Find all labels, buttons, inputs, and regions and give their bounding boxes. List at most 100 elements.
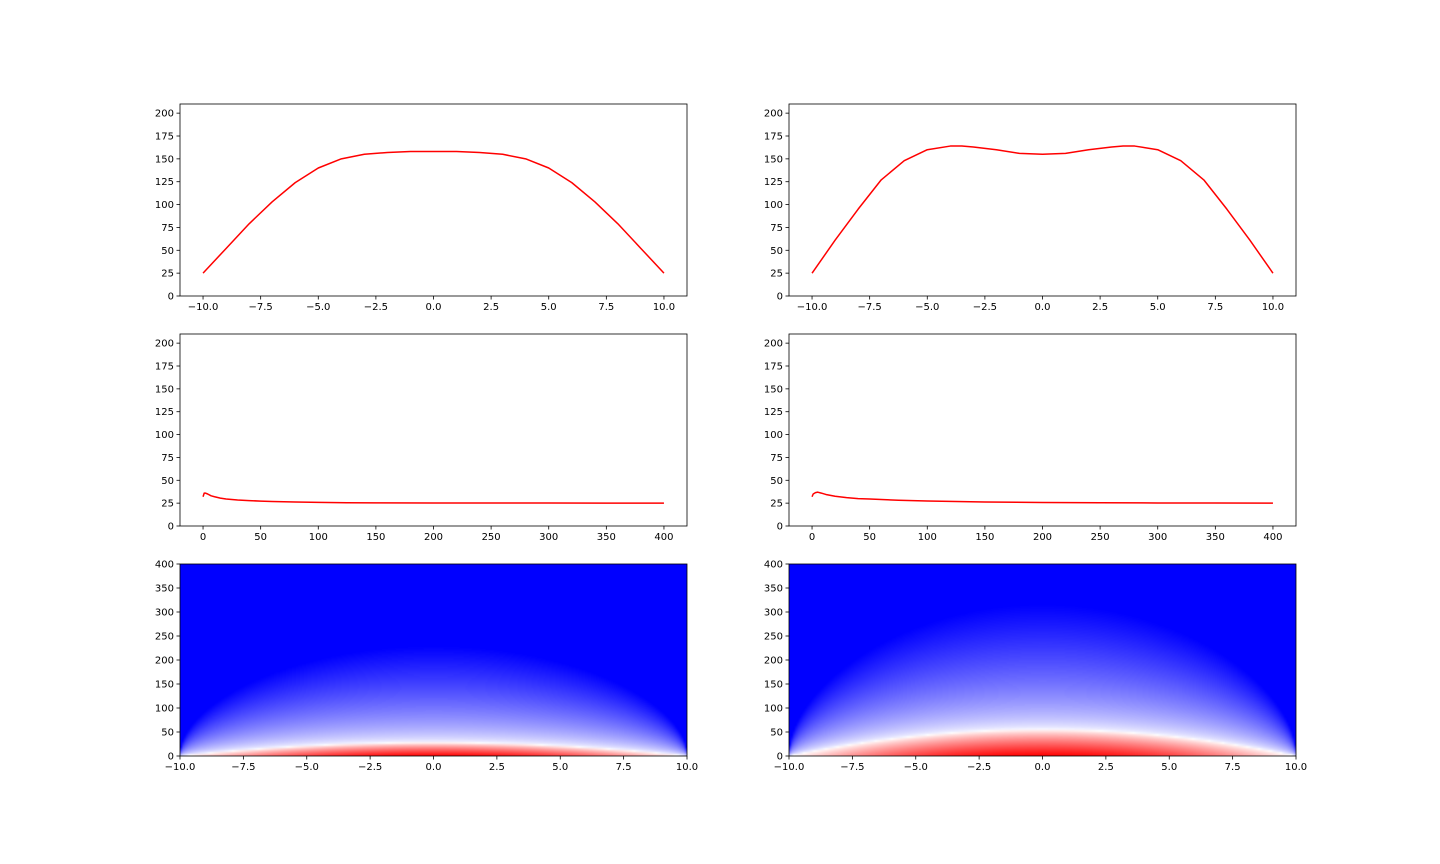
- x-tick-label: 2.5: [483, 302, 499, 313]
- subplot-middle-right: 0 50 100 150 200 250 300 350 400 0 25 50 75 100 125 150…: [764, 333, 1297, 543]
- x-tick-label: 400: [654, 532, 673, 543]
- y-tick-label: 150: [155, 384, 174, 395]
- y-tick-label: 0: [168, 292, 174, 303]
- x-tick-label: 7.5: [616, 762, 632, 773]
- y-tick-label: 300: [764, 608, 783, 619]
- x-tick-label: 7.5: [1207, 302, 1223, 313]
- y-tick-label: 0: [777, 752, 783, 763]
- x-tick-label: 100: [918, 532, 937, 543]
- y-tick-label: 150: [764, 680, 783, 691]
- x-tick-label: 5.0: [541, 302, 557, 313]
- x-tick-label: 150: [366, 532, 385, 543]
- y-tick-label: 75: [770, 223, 783, 234]
- y-tick-label: 125: [764, 407, 783, 418]
- series-line: [811, 145, 1274, 274]
- y-tick-label: 25: [770, 269, 783, 280]
- series-line: [202, 150, 665, 274]
- y-tick-label: 400: [155, 560, 174, 571]
- y-tick-label: 150: [764, 384, 783, 395]
- x-tick-label: −10.0: [774, 762, 805, 773]
- x-tick-label: 0.0: [426, 302, 442, 313]
- y-tick-label: 25: [161, 269, 174, 280]
- x-tick-label: 350: [597, 532, 616, 543]
- x-tick-label: −2.5: [973, 302, 997, 313]
- x-tick-label: 350: [1206, 532, 1225, 543]
- series-line: [202, 492, 664, 504]
- axes-frame: [179, 103, 688, 297]
- x-tick-label: 0: [200, 532, 206, 543]
- y-tick-label: 50: [770, 476, 783, 487]
- x-tick-label: −2.5: [358, 762, 382, 773]
- subplot-middle-left: 0 50 100 150 200 250 300 350 400 0 25 50 75 100 125 150…: [155, 333, 688, 543]
- x-tick-label: 250: [1091, 532, 1110, 543]
- axes-frame: [788, 333, 1297, 527]
- x-tick-label: 0: [809, 532, 815, 543]
- y-tick-label: 150: [155, 680, 174, 691]
- x-tick-label: 400: [1263, 532, 1282, 543]
- y-tick-label: 175: [764, 132, 783, 143]
- subplot-top-left: −10.0 −7.5 −5.0 −2.5 0.0 2.5 5.0 7.5 10.0 0 25 50 75…: [155, 103, 688, 313]
- y-tick-label: 100: [155, 704, 174, 715]
- y-tick-label: 200: [764, 339, 783, 350]
- y-tick-label: 150: [155, 154, 174, 165]
- x-tick-label: 5.0: [1150, 302, 1166, 313]
- x-tick-label: 50: [863, 532, 876, 543]
- y-tick-label: 50: [161, 728, 174, 739]
- y-tick-label: 25: [770, 499, 783, 510]
- axes-frame: [179, 333, 688, 527]
- x-tick-label: 10.0: [676, 762, 698, 773]
- y-tick-label: 75: [161, 223, 174, 234]
- x-tick-label: 7.5: [598, 302, 614, 313]
- y-tick-label: 50: [161, 246, 174, 257]
- y-tick-label: 75: [161, 453, 174, 464]
- y-tick-label: 75: [770, 453, 783, 464]
- x-tick-label: 0.0: [426, 762, 442, 773]
- y-tick-label: 175: [764, 362, 783, 373]
- y-tick-label: 50: [161, 476, 174, 487]
- x-tick-label: 300: [1148, 532, 1167, 543]
- y-tick-label: 125: [155, 407, 174, 418]
- y-tick-label: 125: [764, 177, 783, 188]
- subplot-bottom-right: −10.0 −7.5 −5.0 −2.5 0.0 2.5 5.0 7.5 10.0 0 50 100 1…: [764, 560, 1307, 774]
- x-tick-label: 0.0: [1035, 302, 1051, 313]
- y-tick-label: 50: [770, 246, 783, 257]
- x-tick-label: 50: [254, 532, 267, 543]
- x-tick-label: 10.0: [653, 302, 675, 313]
- x-tick-label: −5.0: [904, 762, 928, 773]
- x-tick-label: 2.5: [1092, 302, 1108, 313]
- y-tick-label: 200: [764, 656, 783, 667]
- x-tick-label: 0.0: [1035, 762, 1051, 773]
- x-tick-label: 5.0: [552, 762, 568, 773]
- x-tick-label: 2.5: [1098, 762, 1114, 773]
- y-tick-label: 25: [161, 499, 174, 510]
- y-tick-label: 100: [155, 200, 174, 211]
- y-tick-label: 250: [155, 632, 174, 643]
- y-tick-label: 175: [155, 362, 174, 373]
- x-tick-label: 5.0: [1161, 762, 1177, 773]
- subplot-bottom-left: −10.0 −7.5 −5.0 −2.5 0.0 2.5 5.0 7.5 10.0 0 50 100 1…: [155, 560, 698, 774]
- x-tick-label: −7.5: [840, 762, 864, 773]
- x-tick-label: 300: [539, 532, 558, 543]
- y-tick-label: 100: [155, 430, 174, 441]
- y-tick-label: 200: [764, 109, 783, 120]
- y-tick-label: 0: [777, 292, 783, 303]
- subplot-top-right: −10.0 −7.5 −5.0 −2.5 0.0 2.5 5.0 7.5 10.0 0 25 50 75…: [764, 103, 1297, 313]
- x-tick-label: 250: [482, 532, 501, 543]
- series-line: [811, 491, 1273, 504]
- x-tick-label: 200: [1033, 532, 1052, 543]
- x-tick-label: −5.0: [915, 302, 939, 313]
- x-tick-label: −5.0: [295, 762, 319, 773]
- y-tick-label: 200: [155, 656, 174, 667]
- y-tick-label: 300: [155, 608, 174, 619]
- x-tick-label: 100: [309, 532, 328, 543]
- x-tick-label: 10.0: [1262, 302, 1284, 313]
- y-tick-label: 350: [764, 584, 783, 595]
- x-tick-label: −2.5: [967, 762, 991, 773]
- x-tick-label: −7.5: [231, 762, 255, 773]
- x-tick-label: 150: [975, 532, 994, 543]
- x-tick-label: −10.0: [188, 302, 219, 313]
- y-tick-label: 250: [764, 632, 783, 643]
- y-tick-label: 50: [770, 728, 783, 739]
- y-tick-label: 200: [155, 339, 174, 350]
